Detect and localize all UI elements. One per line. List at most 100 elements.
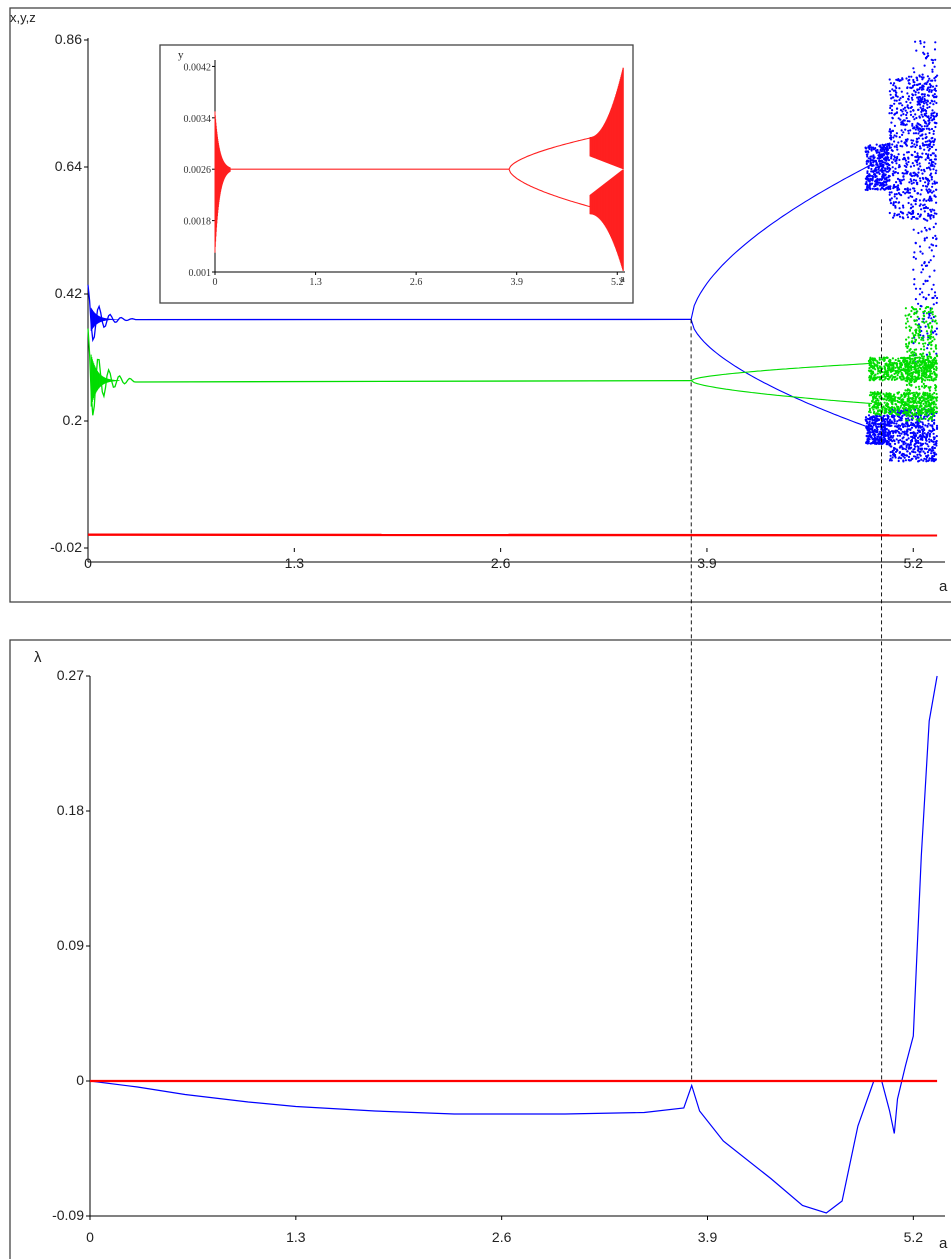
series-x-chaos-point xyxy=(908,120,911,123)
series-z-chaos-point xyxy=(916,364,919,367)
series-z-chaos-point xyxy=(901,398,904,401)
series-x-chaos-point xyxy=(909,428,912,431)
series-x-chaos-point xyxy=(901,430,904,433)
series-x-chaos-point xyxy=(914,426,918,429)
series-x-chaos-point xyxy=(910,203,913,206)
series-x-chaos-point xyxy=(898,136,901,139)
series-z-chaos-point xyxy=(910,364,913,367)
series-x-chaos-point xyxy=(886,440,889,443)
series-x-chaos-point xyxy=(933,96,936,99)
series-z-chaos-point xyxy=(869,411,872,414)
inset-series-y-lower-branch xyxy=(508,168,595,209)
series-x-chaos-point xyxy=(897,184,900,187)
series-z-chaos-point xyxy=(904,412,907,415)
series-x-chaos-point xyxy=(889,439,892,442)
series-x-chaos-point xyxy=(904,159,908,162)
series-z-chaos-point xyxy=(915,329,918,332)
series-x-chaos-point xyxy=(913,187,916,190)
series-x-chaos-point xyxy=(892,201,896,204)
series-x-chaos-point xyxy=(926,103,929,106)
series-x-chaos-point xyxy=(919,214,922,217)
series-z-chaos-point xyxy=(887,363,890,367)
bottom-x-axis-label: a xyxy=(939,1235,948,1252)
series-x-chaos-point xyxy=(928,246,931,249)
series-z-chaos-point xyxy=(925,414,928,417)
series-x-chaos-point xyxy=(869,155,872,158)
series-x-chaos-point xyxy=(925,447,928,450)
series-x-chaos-point xyxy=(909,165,913,168)
series-z-chaos-point xyxy=(890,395,894,398)
series-x-chaos-point xyxy=(873,185,876,188)
series-z-chaos-point xyxy=(923,406,926,409)
series-x-chaos-point xyxy=(918,453,921,456)
top-y-tick-label: 0.42 xyxy=(55,285,82,301)
series-x-chaos-point xyxy=(903,440,906,443)
series-x-chaos-point xyxy=(913,189,916,193)
series-x-chaos-point xyxy=(910,206,913,209)
series-x-chaos-point xyxy=(932,141,935,144)
series-x-chaos-point xyxy=(916,103,919,106)
series-x-chaos-point xyxy=(920,305,923,308)
series-x-chaos-point xyxy=(873,429,876,432)
series-x-chaos-point xyxy=(899,144,902,148)
series-x-chaos-point xyxy=(886,165,889,169)
series-z-chaos-point xyxy=(924,405,927,408)
series-z-chaos-point xyxy=(933,338,936,341)
series-z-chaos-point xyxy=(907,395,910,398)
series-x-chaos-point xyxy=(888,198,892,201)
series-z-chaos-point xyxy=(920,410,923,414)
series-x-chaos-point xyxy=(932,190,935,193)
series-z-chaos-point xyxy=(871,367,875,370)
series-x-chaos-point xyxy=(895,181,898,184)
series-x-chaos-point xyxy=(929,214,933,217)
series-x-chaos-point xyxy=(922,51,925,54)
series-x-chaos-point xyxy=(917,158,920,161)
series-x-chaos-point xyxy=(905,191,908,194)
series-x-chaos-point xyxy=(930,210,933,213)
series-x-chaos-point xyxy=(916,88,919,91)
series-x-chaos-point xyxy=(914,40,917,43)
series-x-chaos-point xyxy=(925,112,928,115)
series-z-chaos-point xyxy=(911,416,914,419)
series-x-chaos-point xyxy=(907,196,910,199)
series-x-chaos-point xyxy=(930,249,933,252)
series-x-chaos-point xyxy=(913,215,916,219)
series-x-chaos-point xyxy=(928,147,932,150)
series-z-chaos-point xyxy=(916,360,919,363)
series-x-chaos-point xyxy=(895,132,899,135)
series-x-chaos-point xyxy=(864,416,868,419)
series-x-chaos-point xyxy=(867,166,870,170)
series-x-chaos-point xyxy=(929,141,932,144)
series-x-chaos-point xyxy=(913,71,916,74)
series-x-chaos-point xyxy=(927,191,930,194)
series-z-chaos-point xyxy=(886,356,889,359)
series-z-chaos-point xyxy=(926,410,930,414)
series-x-chaos-point xyxy=(921,268,925,271)
series-z-chaos-point xyxy=(924,409,927,412)
series-z-chaos-point xyxy=(904,314,907,317)
series-x-chaos-point xyxy=(866,153,869,156)
top-y-tick-label: -0.02 xyxy=(50,539,82,555)
series-x-chaos-point xyxy=(891,149,894,152)
series-x-chaos-point xyxy=(892,84,895,87)
series-x-chaos-point xyxy=(901,414,904,417)
series-x-chaos-point xyxy=(919,426,922,429)
series-x-chaos-point xyxy=(930,158,933,161)
series-z-chaos-point xyxy=(935,368,938,372)
series-z-chaos-point xyxy=(890,367,894,370)
series-x-chaos-point xyxy=(898,178,901,181)
series-x-chaos-point xyxy=(920,125,923,128)
series-x-chaos-point xyxy=(914,113,917,116)
series-x-chaos-point xyxy=(873,173,877,176)
series-x-chaos-point xyxy=(906,105,909,108)
series-x-chaos-point xyxy=(875,419,878,422)
series-x-chaos-point xyxy=(866,155,869,158)
series-z-chaos-point xyxy=(893,376,896,379)
series-z-chaos-point xyxy=(923,372,927,375)
series-z-chaos-point xyxy=(923,348,926,351)
series-x-chaos-point xyxy=(885,158,888,161)
series-z-chaos-point xyxy=(925,330,929,333)
series-x-chaos-point xyxy=(888,128,892,131)
series-z-chaos-point xyxy=(931,319,934,322)
series-x-chaos-point xyxy=(884,156,887,159)
